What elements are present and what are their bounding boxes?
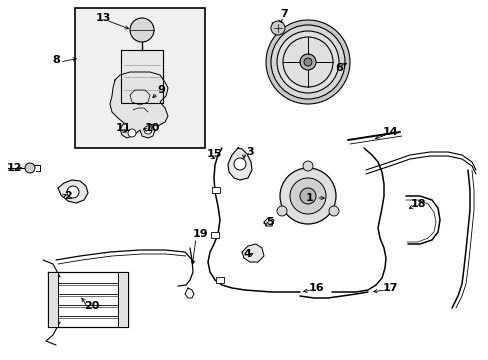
Circle shape [289, 178, 325, 214]
Circle shape [270, 21, 285, 35]
Circle shape [234, 158, 245, 170]
Circle shape [270, 25, 345, 99]
Circle shape [304, 58, 311, 66]
Text: 19: 19 [192, 229, 207, 239]
Text: 7: 7 [280, 9, 287, 19]
Text: 17: 17 [382, 283, 397, 293]
Text: 16: 16 [307, 283, 323, 293]
Text: 4: 4 [243, 249, 250, 259]
Text: 1: 1 [305, 193, 313, 203]
Text: 13: 13 [95, 13, 110, 23]
Bar [210, 232, 219, 238]
Text: 2: 2 [64, 191, 72, 201]
Text: 3: 3 [245, 147, 253, 157]
Text: 9: 9 [157, 85, 164, 95]
Circle shape [328, 206, 338, 216]
Circle shape [265, 20, 349, 104]
Polygon shape [227, 148, 251, 180]
Text: 20: 20 [84, 301, 100, 311]
Circle shape [143, 126, 152, 134]
Text: 14: 14 [382, 127, 397, 137]
Bar [216, 277, 224, 283]
Circle shape [277, 206, 286, 216]
Circle shape [299, 188, 315, 204]
Bar [118, 272, 128, 327]
Circle shape [25, 163, 35, 173]
Bar [212, 187, 220, 193]
Circle shape [303, 161, 312, 171]
Circle shape [67, 186, 79, 198]
Text: 15: 15 [206, 149, 221, 159]
Text: 12: 12 [6, 163, 21, 173]
Text: 18: 18 [409, 199, 425, 209]
Text: 5: 5 [265, 217, 273, 227]
Polygon shape [110, 72, 168, 138]
Polygon shape [58, 180, 88, 203]
Text: 6: 6 [334, 63, 342, 73]
Circle shape [128, 129, 136, 137]
Circle shape [283, 37, 332, 87]
Text: 11: 11 [115, 123, 130, 133]
Text: 8: 8 [52, 55, 60, 65]
Polygon shape [121, 50, 163, 103]
Circle shape [299, 54, 315, 70]
Polygon shape [242, 244, 264, 262]
Bar [48, 272, 58, 327]
Circle shape [280, 168, 335, 224]
Circle shape [276, 31, 338, 93]
Circle shape [130, 18, 154, 42]
Text: 10: 10 [144, 123, 160, 133]
Bar [75, 8, 204, 148]
